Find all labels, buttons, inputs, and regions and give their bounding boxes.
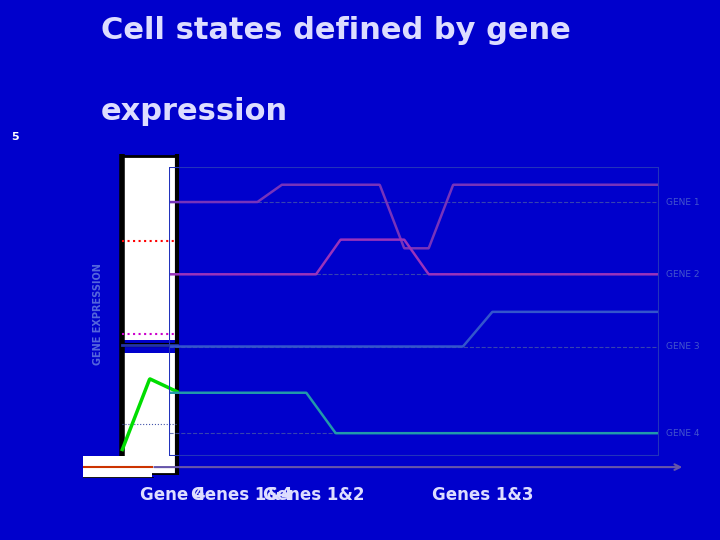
Text: Genes 1&3: Genes 1&3 [432, 485, 534, 503]
Text: GENE 1: GENE 1 [666, 198, 700, 207]
Bar [122, 157, 177, 340]
Text: GENE 3: GENE 3 [666, 342, 700, 351]
Text: Gene 4: Gene 4 [140, 485, 206, 503]
Text: Genes 1&4: Genes 1&4 [191, 485, 292, 503]
Text: GENE 4: GENE 4 [666, 429, 700, 438]
Bar [83, 456, 151, 478]
Text: expression: expression [101, 97, 288, 126]
Text: Genes 1&2: Genes 1&2 [263, 485, 364, 503]
Text: 5: 5 [12, 132, 19, 142]
Text: Cell states defined by gene: Cell states defined by gene [101, 16, 570, 45]
Bar [122, 353, 177, 475]
Text: GENE EXPRESSION: GENE EXPRESSION [93, 264, 103, 366]
Text: GENE 2: GENE 2 [666, 270, 700, 279]
